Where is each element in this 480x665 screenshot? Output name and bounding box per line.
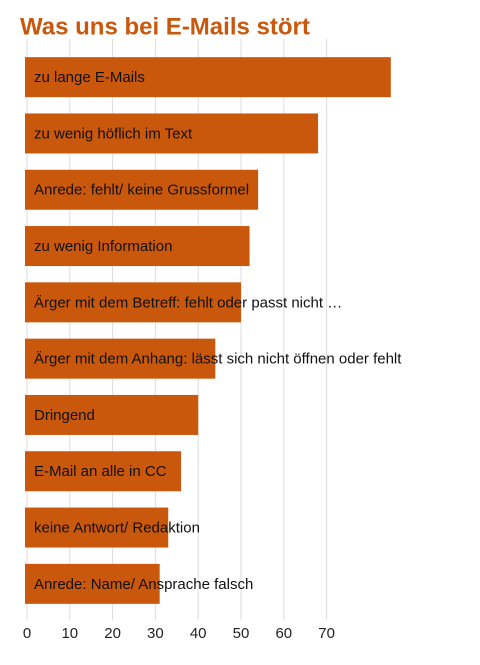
x-tick-label: 50 <box>233 625 250 642</box>
bar-label: Ärger mit dem Anhang: lässt sich nicht ö… <box>34 351 402 368</box>
bar <box>25 507 169 548</box>
bar-label: zu wenig höflich im Text <box>34 125 193 142</box>
bar <box>25 451 182 492</box>
bar <box>25 338 216 379</box>
bar <box>25 563 160 604</box>
x-tick-label: 70 <box>318 625 335 642</box>
bar-label: E-Mail an alle in CC <box>34 463 167 480</box>
bar <box>25 169 259 210</box>
bar <box>25 57 391 98</box>
bar <box>25 113 319 154</box>
bar-label: zu lange E-Mails <box>34 69 145 86</box>
bar-label: Anrede: Name/ Ansprache falsch <box>34 576 253 593</box>
bar <box>25 394 199 435</box>
bar <box>25 226 250 267</box>
chart-title: Was uns bei E-Mails stört <box>20 13 310 40</box>
x-tick-label: 30 <box>147 625 164 642</box>
bar <box>25 282 241 323</box>
bar-label: Dringend <box>34 407 95 424</box>
bar-label: keine Antwort/ Redaktion <box>34 520 200 537</box>
bar-label: zu wenig Information <box>34 238 172 255</box>
x-tick-label: 10 <box>61 625 78 642</box>
bar-label: Anrede: fehlt/ keine Grussformel <box>34 182 249 199</box>
bar-label: Ärger mit dem Betreff: fehlt oder passt … <box>34 294 342 311</box>
x-tick-label: 60 <box>275 625 292 642</box>
x-tick-label: 20 <box>104 625 121 642</box>
x-tick-label: 0 <box>23 625 31 642</box>
x-tick-label: 40 <box>190 625 207 642</box>
